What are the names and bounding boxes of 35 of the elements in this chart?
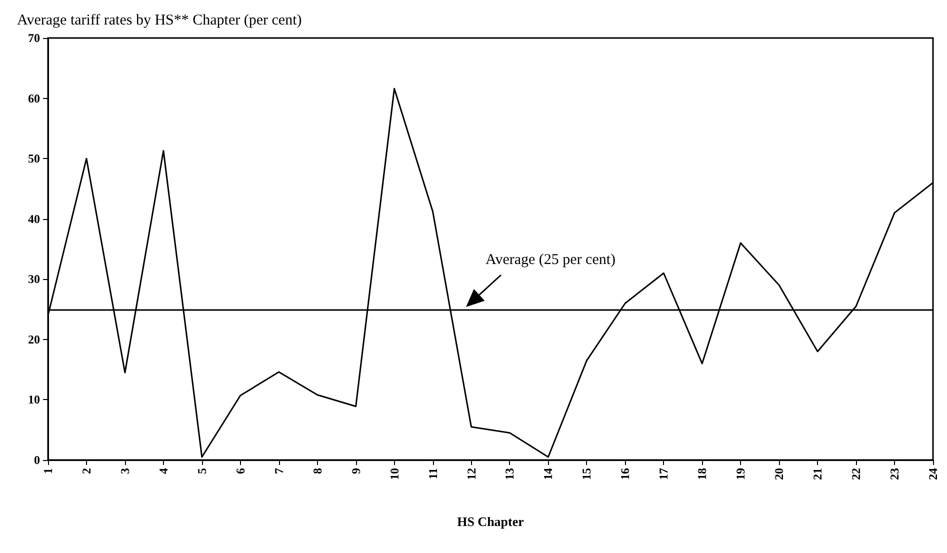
y-tick-label: 30 <box>28 272 40 286</box>
y-tick-label: 60 <box>28 91 40 106</box>
y-tick-label: 10 <box>28 392 40 407</box>
x-tick-label: 22 <box>849 468 864 480</box>
x-tick-label: 6 <box>233 468 248 474</box>
x-tick-label: 1 <box>41 468 55 474</box>
x-tick-label: 10 <box>387 468 402 480</box>
x-tick-label: 11 <box>426 468 440 480</box>
chart-title: Average tariff rates by HS** Chapter (per cent) <box>17 12 302 28</box>
x-tick-label: 23 <box>888 468 902 480</box>
x-tick-label: 3 <box>118 468 132 474</box>
y-tick-label: 20 <box>28 332 40 346</box>
x-tick-label: 16 <box>618 468 632 480</box>
x-axis-title: HS Chapter <box>457 514 524 529</box>
x-tick-label: 8 <box>310 468 324 474</box>
ref-line-label: Average (25 per cent) <box>485 252 616 268</box>
y-tick-label: 0 <box>34 453 40 467</box>
x-tick-label: 15 <box>580 468 594 480</box>
y-tick-label: 40 <box>28 212 40 226</box>
y-tick-label: 50 <box>28 152 40 166</box>
x-tick-label: 17 <box>656 468 671 480</box>
x-tick-label: 19 <box>734 468 748 480</box>
x-tick-label: 4 <box>156 468 170 474</box>
x-tick-label: 9 <box>348 468 363 474</box>
x-tick-label: 5 <box>194 468 209 474</box>
x-tick-label: 24 <box>926 468 940 480</box>
x-tick-label: 21 <box>810 468 825 480</box>
x-tick-label: 12 <box>464 468 478 480</box>
x-tick-label: 2 <box>79 468 94 474</box>
x-tick-label: 13 <box>502 468 517 480</box>
x-tick-label: 7 <box>272 468 286 474</box>
y-tick-label: 70 <box>28 31 40 45</box>
x-tick-label: 20 <box>772 468 786 480</box>
x-tick-label: 18 <box>695 468 710 480</box>
x-tick-label: 14 <box>541 468 556 480</box>
